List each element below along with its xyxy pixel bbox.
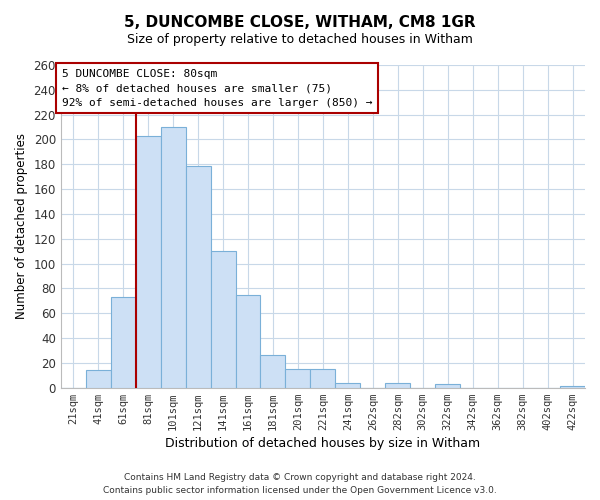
Bar: [435, 384, 460, 388]
Bar: [286, 369, 310, 388]
Y-axis label: Number of detached properties: Number of detached properties: [15, 134, 28, 320]
Bar: [560, 386, 585, 388]
Bar: [335, 382, 361, 388]
Bar: [161, 127, 185, 388]
Text: Size of property relative to detached houses in Witham: Size of property relative to detached ho…: [127, 32, 473, 46]
Bar: [185, 166, 211, 388]
Bar: [211, 251, 236, 388]
Bar: [385, 382, 410, 388]
Text: 5 DUNCOMBE CLOSE: 80sqm
← 8% of detached houses are smaller (75)
92% of semi-det: 5 DUNCOMBE CLOSE: 80sqm ← 8% of detached…: [62, 68, 373, 108]
X-axis label: Distribution of detached houses by size in Witham: Distribution of detached houses by size …: [166, 437, 481, 450]
Bar: [136, 136, 161, 388]
Text: Contains HM Land Registry data © Crown copyright and database right 2024.
Contai: Contains HM Land Registry data © Crown c…: [103, 474, 497, 495]
Bar: [111, 297, 136, 388]
Text: 5, DUNCOMBE CLOSE, WITHAM, CM8 1GR: 5, DUNCOMBE CLOSE, WITHAM, CM8 1GR: [124, 15, 476, 30]
Bar: [86, 370, 111, 388]
Bar: [236, 294, 260, 388]
Bar: [260, 356, 286, 388]
Bar: [310, 369, 335, 388]
